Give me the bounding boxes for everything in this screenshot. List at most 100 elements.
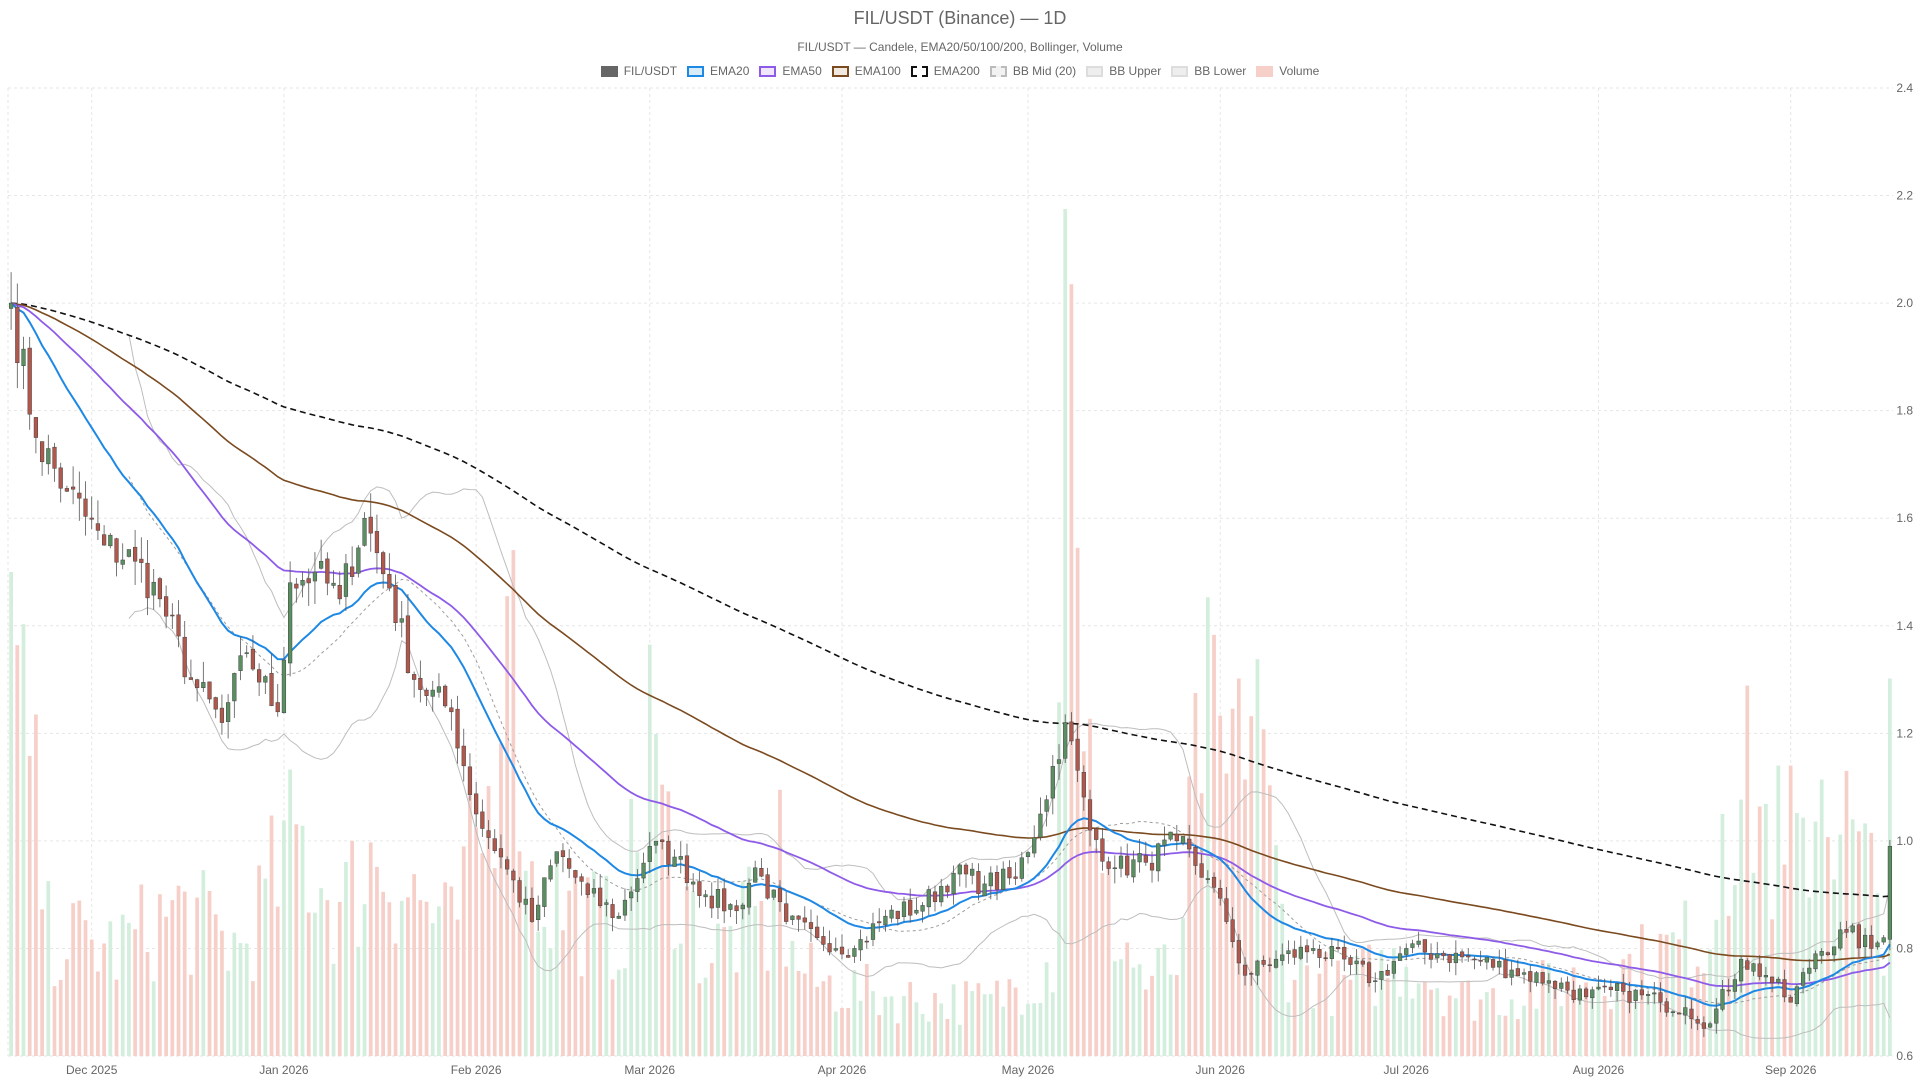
volume-bar [1801,817,1805,1056]
candle [684,843,690,891]
volume-bar [213,914,218,1056]
candle-body [846,955,851,958]
candle-body [1602,985,1607,988]
candle-body [145,562,150,599]
legend-item[interactable]: FIL/USDT [600,64,677,78]
volume-bar [1398,996,1402,1056]
volume-bar [468,795,472,1056]
legend-item[interactable]: EMA50 [759,64,822,78]
candle-body [703,894,708,898]
volume-bar [1348,979,1353,1056]
legend-item[interactable]: EMA200 [910,64,980,78]
candle [257,663,262,696]
volume-bar [623,968,627,1056]
candle-body [381,552,386,575]
candle-body [641,862,646,879]
volume-bar [1881,975,1886,1056]
candle [815,915,820,941]
volume-bar [877,1015,882,1056]
candle-body [1695,1019,1700,1024]
legend-item[interactable]: EMA100 [831,64,901,78]
volume-bar [1391,948,1396,1056]
candle-body [1528,971,1533,982]
volume-bar [536,931,541,1056]
candle-body [1794,986,1800,1004]
legend-item[interactable]: Volume [1256,64,1319,78]
candle-body [1199,863,1204,878]
candle [1044,795,1049,827]
volume-bar [988,994,993,1056]
candle-body [802,917,807,923]
volume-bar [393,943,398,1056]
candle-body [1422,939,1427,953]
candle-body [1881,937,1886,943]
volume-bar [530,861,534,1056]
legend-label: EMA20 [710,64,750,78]
legend-item[interactable]: BB Lower [1171,64,1246,78]
candle-body [1757,963,1762,977]
volume-bar [356,946,361,1056]
candle-body [988,872,993,887]
volume-bar [120,914,125,1056]
candle-body [1280,954,1285,961]
candle-body [560,850,566,858]
candle-body [1546,980,1551,984]
candle-body [1366,962,1372,983]
volume-bar [15,645,20,1056]
candle-body [1540,972,1545,984]
candle-body [58,467,63,489]
candle [610,898,615,932]
candle-body [833,948,838,951]
candle [1131,850,1136,883]
candle-body [1038,813,1043,838]
candle [1608,979,1613,997]
legend-item[interactable]: EMA20 [687,64,749,78]
volume-bar [9,572,13,1056]
candle-body [554,851,559,864]
candle-body [461,745,466,767]
candle [393,574,398,632]
ema50-line [10,302,1891,988]
candle [647,832,652,873]
legend-swatch-icon [600,65,618,77]
candle-body [1763,975,1768,978]
volume-bar [52,986,57,1056]
candle [523,886,528,915]
volume-bar [164,916,168,1056]
candle [517,877,522,908]
volume-bar [809,942,813,1056]
volume-bar [1106,863,1111,1056]
candle-body [151,581,156,596]
candle [1193,844,1198,875]
volume-bar [1739,799,1743,1056]
candle-body [27,347,32,415]
volume-bar [406,897,410,1056]
volume-bar [275,906,280,1056]
candle-body [1118,855,1124,869]
volume-bar [319,888,323,1056]
candle-body [350,566,355,577]
candle-body [629,891,634,899]
candle [567,849,572,879]
legend-label: EMA50 [782,64,822,78]
candle [1869,925,1874,958]
legend-item[interactable]: BB Upper [1086,64,1161,78]
candle-body [1162,839,1167,846]
volume-bar [1181,917,1185,1056]
candle [46,434,51,475]
candle [157,576,163,608]
candle-body [1032,837,1037,854]
candle-body [1311,948,1316,951]
candle-body [1348,957,1353,965]
candle [1738,955,1744,993]
candle [635,869,640,903]
candle [1050,755,1055,815]
candle-body [1075,738,1080,771]
candle [1187,825,1192,858]
candle [1404,943,1409,961]
candle [418,660,423,703]
volume-bar [182,891,187,1056]
volume-bar [1174,975,1179,1056]
volume-bar [412,874,417,1056]
legend-item[interactable]: BB Mid (20) [989,64,1076,78]
